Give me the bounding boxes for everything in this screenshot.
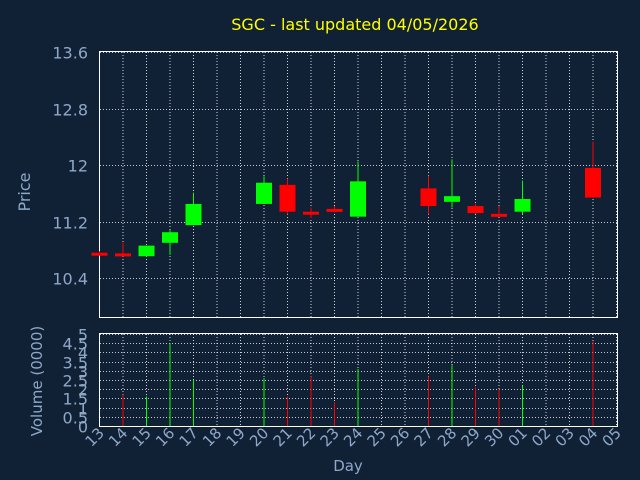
candle-body bbox=[326, 208, 343, 212]
volume-tick-label: 2 bbox=[78, 381, 88, 400]
price-tick-label: 12 bbox=[68, 157, 88, 176]
volume-tick-label: 3 bbox=[78, 363, 88, 382]
candle-body bbox=[467, 206, 484, 214]
price-tick-label: 10.4 bbox=[52, 270, 88, 289]
candle-body bbox=[279, 184, 296, 212]
volume-tick-label: 5 bbox=[78, 326, 88, 345]
candle-body bbox=[256, 182, 272, 204]
price-axis-label: Price bbox=[15, 172, 34, 211]
volume-tick-label: 1 bbox=[78, 400, 88, 419]
chart-title: SGC - last updated 04/05/2026 bbox=[231, 15, 478, 34]
volume-tick-label: 0 bbox=[78, 418, 88, 437]
volume-tick-label: 3.5 bbox=[63, 354, 88, 373]
price-tick-label: 13.6 bbox=[52, 44, 88, 63]
volume-axis-ticks: 00.511.522.533.544.55 bbox=[63, 326, 88, 437]
price-axis-ticks: 13.6 12.8 12 11.2 10.4 bbox=[52, 44, 88, 289]
price-panel-frame bbox=[99, 51, 618, 318]
candle-body bbox=[585, 167, 601, 198]
candle-body bbox=[115, 253, 131, 257]
x-axis-ticks: 1314151617181920212223242526272829300102… bbox=[82, 424, 625, 450]
x-axis-label: Day bbox=[333, 457, 363, 475]
candle-body bbox=[303, 211, 319, 215]
volume-bars bbox=[122, 341, 594, 426]
candle-body bbox=[162, 232, 178, 243]
volume-tick-label: 0.5 bbox=[63, 409, 88, 428]
price-tick-label: 12.8 bbox=[52, 101, 88, 120]
price-tick-label: 11.2 bbox=[52, 214, 88, 233]
candle-body bbox=[91, 252, 108, 256]
volume-tick-label: 1.5 bbox=[63, 390, 88, 409]
volume-tick-label: 2.5 bbox=[63, 372, 88, 391]
candle-body bbox=[491, 213, 507, 217]
candle-body bbox=[185, 203, 202, 226]
volume-panel-frame bbox=[99, 333, 618, 427]
candle-body bbox=[420, 188, 437, 207]
volume-tick-label: 4 bbox=[78, 344, 88, 363]
volume-axis-label: Volume (0000) bbox=[28, 326, 46, 436]
candle-body bbox=[138, 245, 155, 257]
candle-body bbox=[514, 198, 531, 212]
candle-body bbox=[350, 181, 366, 217]
candle-body bbox=[444, 196, 460, 202]
volume-tick-label: 4.5 bbox=[63, 335, 88, 354]
candles bbox=[91, 141, 601, 257]
